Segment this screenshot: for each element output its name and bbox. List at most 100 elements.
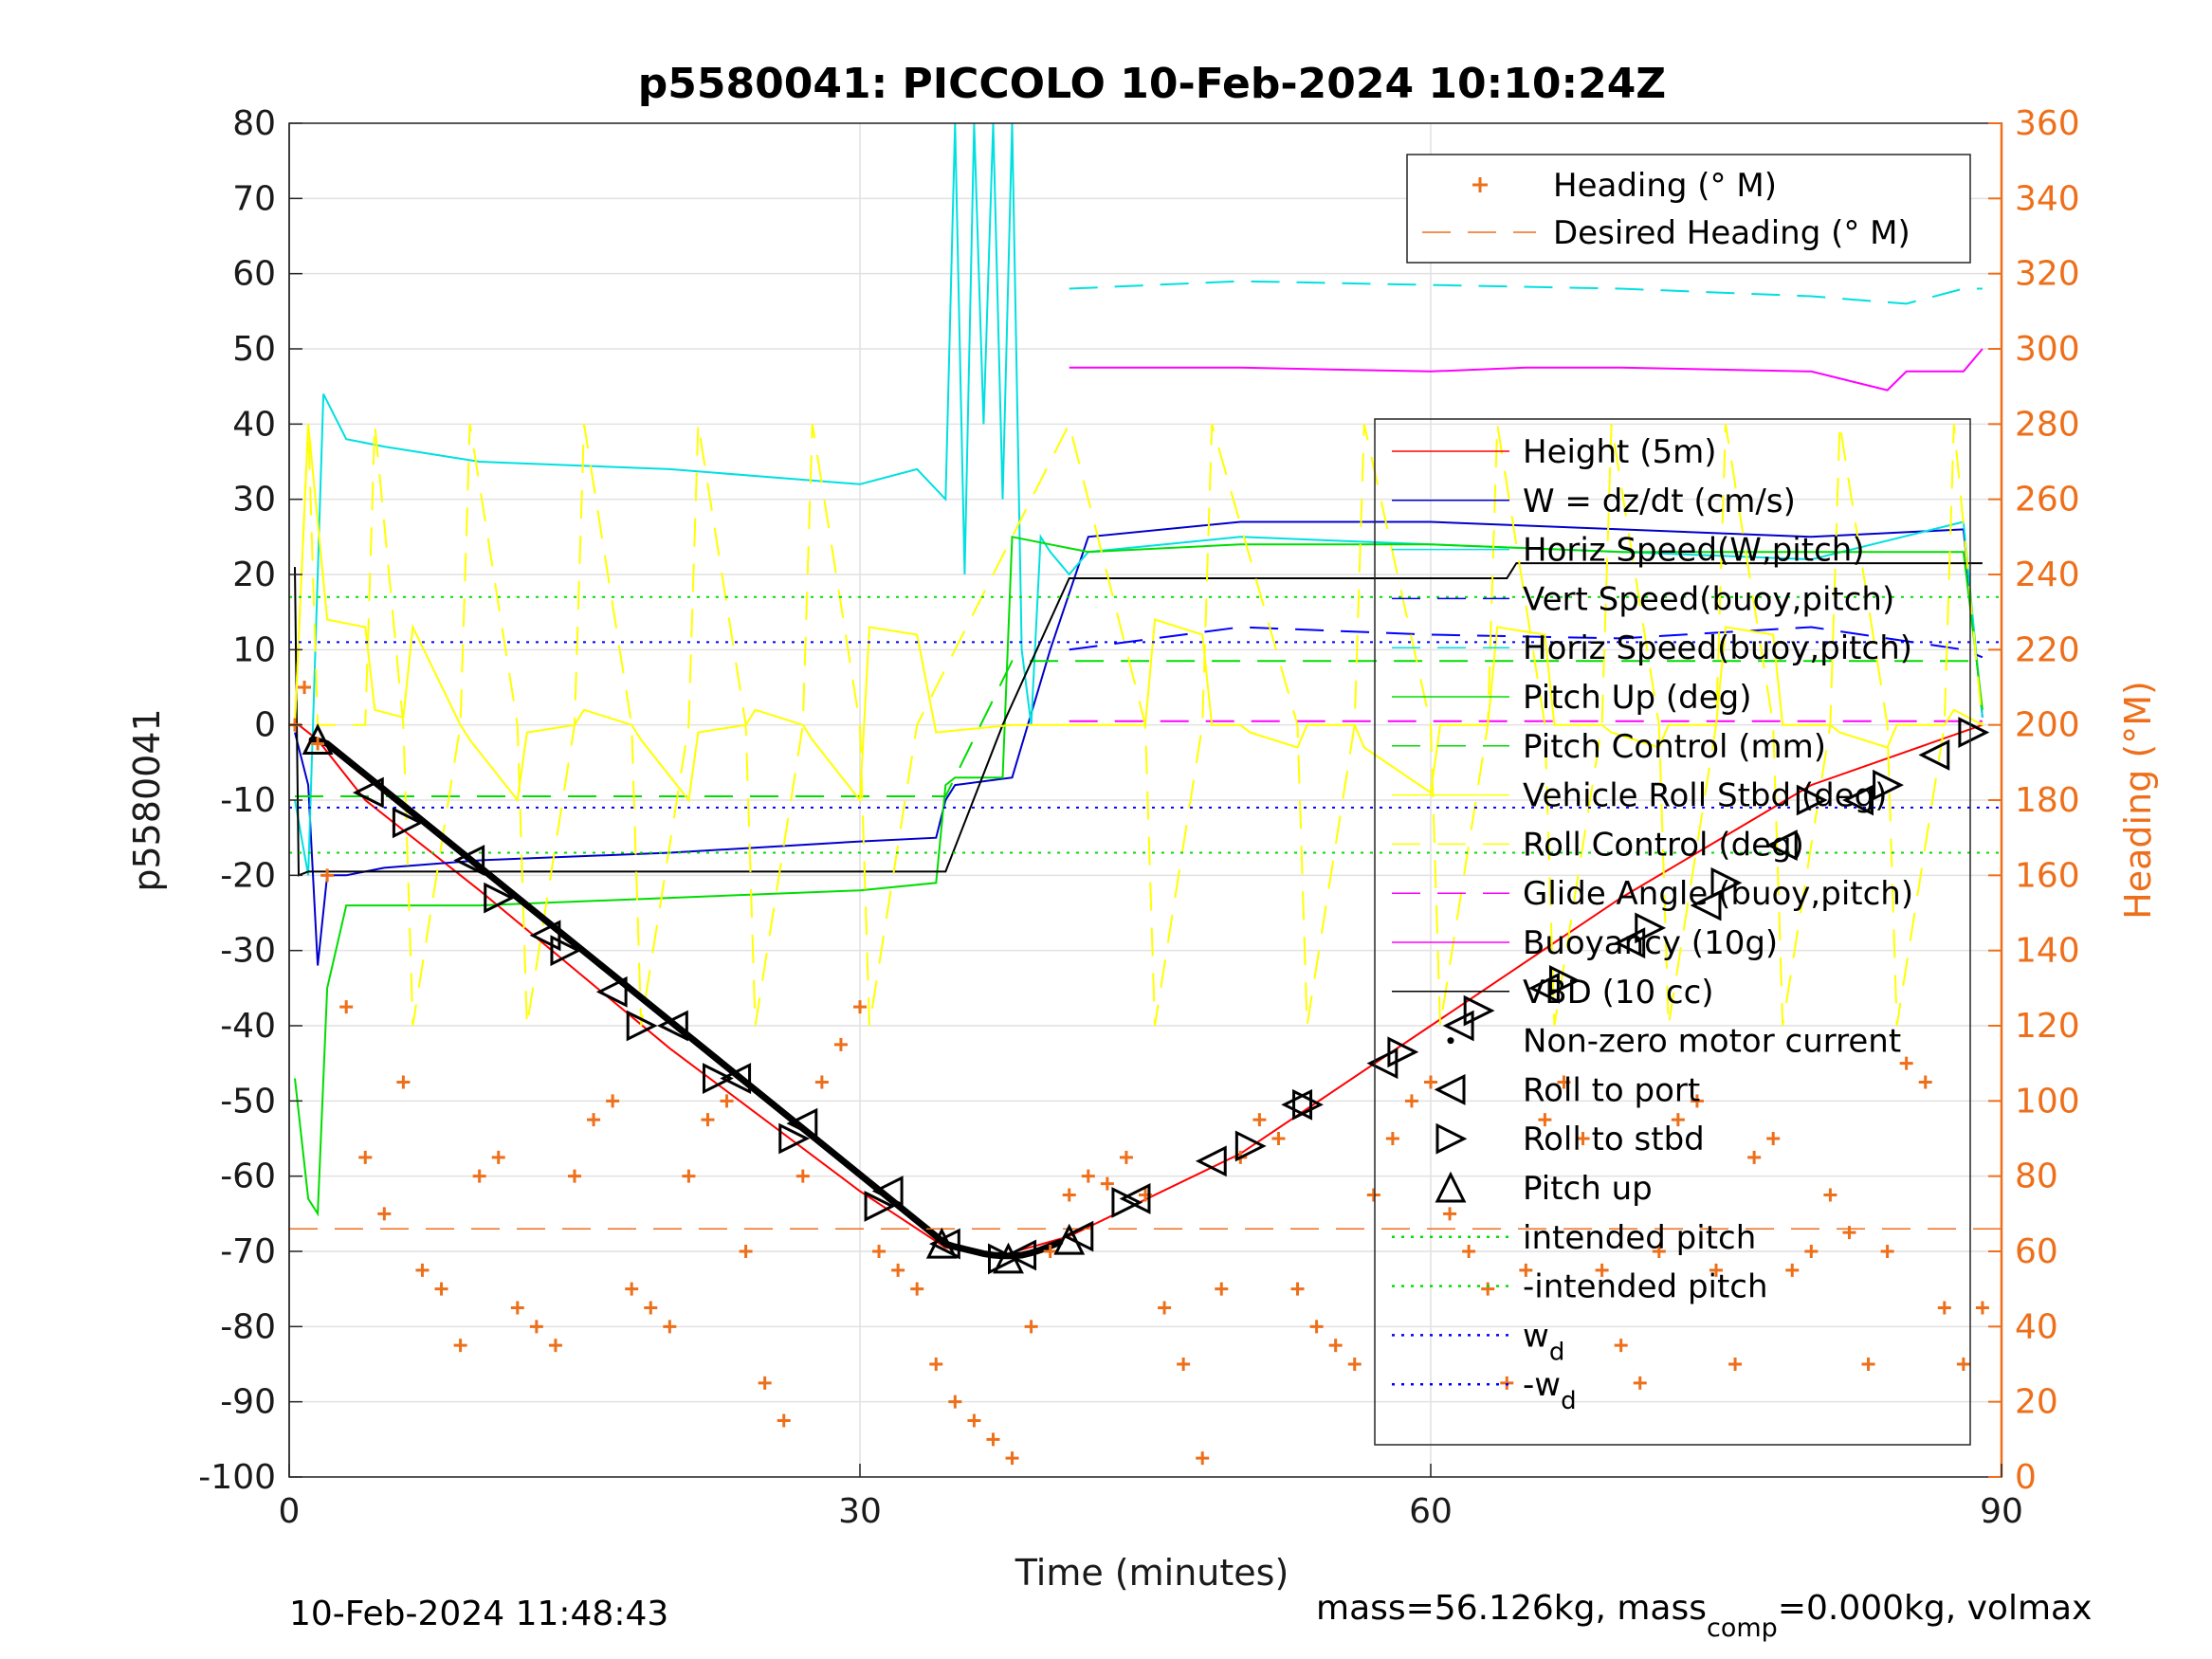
x-axis-label: Time (minutes) [1015, 1552, 1289, 1594]
legend-label-main: Non-zero motor current [1523, 1023, 1901, 1061]
heading-point [358, 1150, 373, 1164]
x-tick-label: 30 [838, 1492, 882, 1531]
roll-to-port-marker [1005, 1239, 1037, 1271]
legend-label-main: Roll to stbd [1523, 1121, 1705, 1158]
legend-label-main: Pitch Control (mm) [1523, 728, 1826, 766]
heading-point [1785, 1263, 1800, 1277]
legend-label-main: Buoyancy (10g) [1523, 924, 1778, 962]
roll-to-port-marker [1842, 784, 1874, 816]
roll-to-port-marker [1765, 830, 1798, 862]
heading-point [1271, 1132, 1286, 1145]
legend-swatch [1447, 1037, 1454, 1045]
pitch-up-marker [302, 723, 334, 756]
heading-point [472, 1169, 486, 1183]
heading-point [548, 1339, 562, 1353]
roll-to-port-marker [720, 1063, 752, 1094]
heading-point [1861, 1358, 1875, 1371]
y2-axis-label: Heading (°M) [2117, 681, 2159, 920]
right-y-axis: 3603403203002802602402202001801601401201… [1988, 104, 2080, 1497]
roll-to-stbd-marker [1234, 1130, 1267, 1162]
heading-point [1937, 1301, 1951, 1315]
roll-to-stbd-marker [1958, 717, 1990, 749]
series-motor-current [308, 737, 1064, 1260]
roll-to-port-marker [871, 1176, 904, 1207]
roll-to-stbd-marker [988, 1243, 1019, 1275]
heading-point [1024, 1320, 1038, 1334]
left-tick-label: -50 [220, 1082, 276, 1121]
heading-point [1366, 1188, 1380, 1202]
series-line-vehicle-roll-stbd-deg [294, 424, 1983, 803]
footer-mass-rest: =0.000kg, volmax [1778, 1589, 2093, 1628]
right-tick-label: 320 [2015, 255, 2080, 294]
heading-point [320, 868, 335, 883]
heading-point [529, 1320, 543, 1334]
roll-to-stbd-marker [1873, 769, 1904, 801]
heading-point [1481, 1282, 1495, 1296]
left-tick-label: 70 [232, 179, 276, 218]
left-tick-label: 20 [232, 556, 276, 594]
roll-to-stbd-marker [484, 882, 516, 914]
heading-point [1918, 1075, 1932, 1089]
legend-label: Glide Angle (buoy,pitch) [1523, 875, 1913, 913]
heading-point [701, 1113, 715, 1127]
legend-label: Horiz Speed(buoy,pitch) [1523, 629, 1912, 667]
legend-label-main: Height (5m) [1523, 433, 1716, 471]
heading-point [587, 1113, 601, 1127]
series-line-roll-control-deg [294, 421, 1983, 1027]
heading-point [1614, 1339, 1628, 1353]
heading-legend-label: Desired Heading (° M) [1553, 214, 1910, 252]
heading-point [1385, 1132, 1399, 1145]
left-tick-label: -60 [220, 1158, 276, 1196]
heading-point [720, 1094, 734, 1108]
legend-label: VBD (10 cc) [1523, 974, 1714, 1012]
heading-point [377, 1207, 392, 1221]
legend-label: -wd [1523, 1366, 1577, 1415]
heading-point [1177, 1358, 1191, 1371]
pitch-up-marker [993, 1242, 1024, 1274]
left-tick-label: 50 [232, 330, 276, 369]
heading-point [663, 1320, 677, 1334]
heading-point [453, 1339, 467, 1353]
heading-point [606, 1094, 620, 1108]
left-tick-label: 40 [232, 405, 276, 444]
chart-title: p5580041: PICCOLO 10-Feb-2024 10:10:24Z [638, 60, 1666, 108]
roll-to-port-marker [352, 776, 384, 809]
heading-point [814, 1075, 829, 1089]
roll-to-port-marker [1528, 972, 1560, 1004]
heading-point [1538, 1113, 1552, 1127]
heading-point [929, 1358, 943, 1371]
left-tick-label: -100 [198, 1458, 276, 1497]
series-line-pitch-up-deg [294, 536, 1983, 1217]
right-tick-label: 260 [2015, 481, 2080, 520]
legend-label-main: Vehicle Roll Stbd (deg) [1523, 777, 1888, 815]
legend-label: wd [1523, 1317, 1564, 1366]
legend-label-main: Roll Control (deg) [1523, 826, 1804, 864]
right-tick-label: 180 [2015, 781, 2080, 820]
legend-label: Non-zero motor current [1523, 1023, 1901, 1061]
legend-label-main: -intended pitch [1523, 1268, 1768, 1306]
heading-point [1747, 1150, 1762, 1164]
heading-point [1956, 1358, 1970, 1371]
heading-point [396, 1075, 411, 1089]
left-tick-label: -70 [220, 1232, 276, 1271]
roll-to-stbd-marker [550, 935, 582, 967]
right-tick-label: 340 [2015, 179, 2080, 218]
legend-label-main: -w [1523, 1366, 1561, 1404]
heading-point [833, 1037, 848, 1051]
right-tick-label: 220 [2015, 630, 2080, 669]
heading-point [795, 1169, 810, 1183]
heading-point [1690, 1094, 1704, 1108]
heading-legend-swatch [1472, 177, 1488, 192]
roll-to-stbd-marker [1463, 994, 1495, 1027]
heading-point [1443, 1207, 1457, 1221]
left-tick-label: 60 [232, 255, 276, 294]
roll-to-stbd-marker [778, 1122, 811, 1155]
heading-point [625, 1282, 639, 1296]
heading-point [986, 1432, 1000, 1447]
legend-label-main: intended pitch [1523, 1219, 1756, 1257]
right-tick-label: 100 [2015, 1082, 2080, 1121]
legend-label: Pitch Up (deg) [1523, 679, 1751, 717]
right-tick-label: 280 [2015, 405, 2080, 444]
roll-to-port-marker [529, 920, 561, 952]
